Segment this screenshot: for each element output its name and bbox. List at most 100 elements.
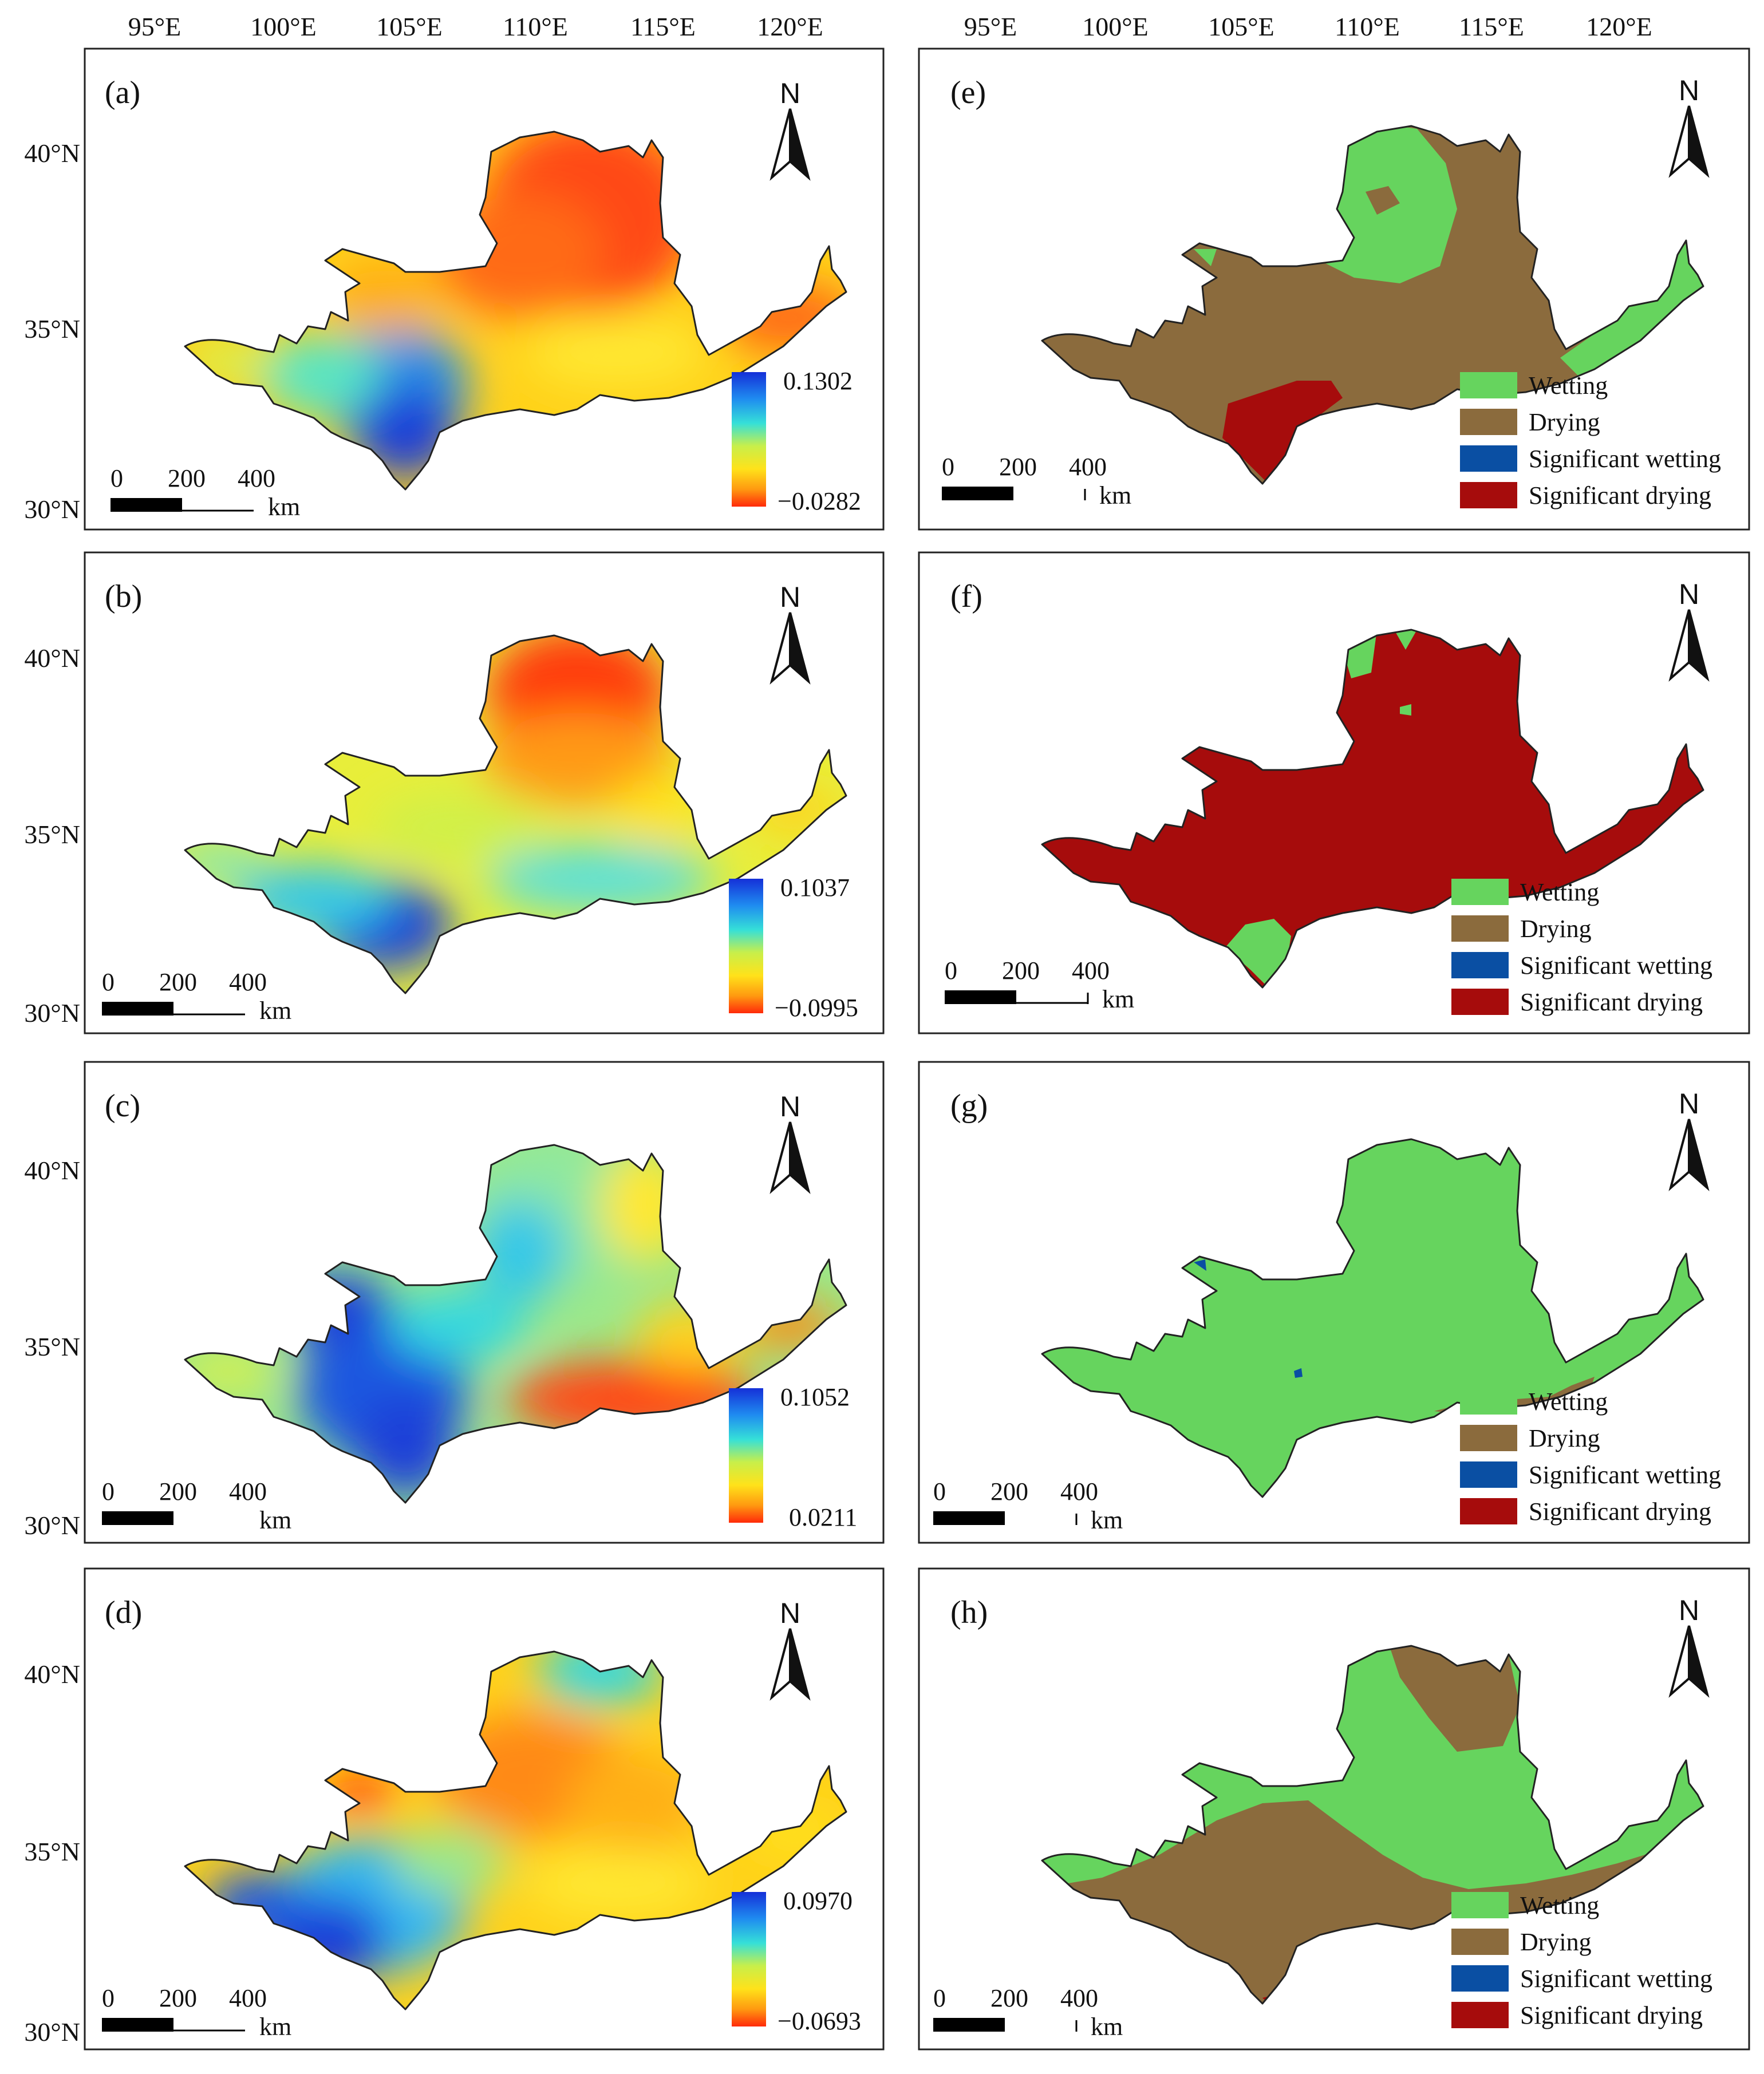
scale-unit: km (1091, 1506, 1123, 1534)
scale-tick: 400 (238, 464, 275, 492)
lon-label: 100°E (1082, 12, 1149, 41)
north-label: N (1679, 578, 1699, 610)
panel-label: (h) (950, 1595, 988, 1630)
panel-label: (e) (950, 75, 986, 110)
legend-label: Significant wetting (1520, 951, 1712, 979)
scale-bar: 0 200 400 km (933, 1984, 1123, 2041)
scale-bar: 0 200 400 km (945, 957, 1134, 1013)
legend-swatch (1451, 989, 1509, 1015)
legend-label: Drying (1520, 915, 1592, 943)
scale-bar: 0 200 400 km (942, 453, 1131, 509)
scale-tick: 200 (159, 1984, 197, 2012)
scale-unit: km (259, 2013, 291, 2041)
top-axis-right: 95°E 100°E 105°E 110°E 115°E 120°E (964, 12, 1652, 41)
lat-label: 40°N (24, 1156, 80, 1185)
scale-tick: 400 (1060, 1984, 1098, 2012)
scale-bar: 0 200 400 km (102, 968, 291, 1025)
scale-tick: 400 (229, 968, 267, 996)
legend-swatch (1460, 482, 1517, 508)
scale-tick: 0 (102, 968, 115, 996)
lon-label: 110°E (1335, 12, 1400, 41)
scale-unit: km (1091, 2013, 1123, 2041)
scale-tick: 400 (1069, 453, 1107, 481)
scale-tick: 0 (933, 1984, 946, 2012)
scale-bar: 0 200 400 km (102, 1984, 291, 2041)
lat-label: 35°N (24, 820, 80, 849)
legend-label: Wetting (1520, 1891, 1599, 1919)
north-arrow: N (1670, 74, 1708, 176)
colorbar: 0.1052 0.0211 (729, 1383, 857, 1531)
colorbar-max: 0.1052 (780, 1383, 850, 1411)
north-arrow: N (1670, 1088, 1708, 1189)
scale-unit: km (1099, 481, 1131, 509)
legend-swatch (1451, 915, 1509, 942)
lon-label: 105°E (1208, 12, 1274, 41)
scale-unit: km (259, 997, 291, 1025)
scale-tick: 0 (945, 957, 957, 985)
panel-c: (c) N (84, 1061, 885, 1544)
lat-label: 30°N (24, 495, 80, 524)
legend-label: Drying (1529, 408, 1600, 436)
legend-swatch (1460, 1461, 1517, 1488)
lat-label: 35°N (24, 1837, 80, 1866)
scale-unit: km (1102, 985, 1134, 1013)
top-axis-left: 95°E 100°E 105°E 110°E 115°E 120°E (128, 12, 823, 41)
scale-tick: 400 (229, 1984, 267, 2012)
colorbar-max: 0.1302 (783, 367, 853, 395)
legend-swatch (1451, 1892, 1509, 1918)
lat-label: 40°N (24, 1660, 80, 1689)
lon-label: 120°E (757, 12, 823, 41)
legend-swatch (1451, 952, 1509, 978)
legend-swatch (1460, 1388, 1517, 1415)
scale-tick: 0 (933, 1478, 946, 1506)
scale-bar: 0 200 400 km (933, 1478, 1123, 1534)
scale-tick: 200 (168, 464, 206, 492)
lat-label: 40°N (24, 139, 80, 168)
lat-label: 35°N (24, 314, 80, 343)
scale-tick: 0 (102, 1478, 115, 1506)
legend-swatch (1451, 879, 1509, 905)
left-axis: 40°N 35°N 30°N 40°N 35°N 30°N 40°N 35°N … (24, 139, 80, 2047)
legend-swatch (1460, 372, 1517, 398)
scale-tick: 400 (1072, 957, 1110, 985)
legend-swatch (1451, 1929, 1509, 1955)
north-arrow: N (771, 1597, 810, 1698)
legend: Wetting Drying Significant wetting Signi… (1451, 878, 1712, 1016)
legend-label: Significant drying (1520, 988, 1703, 1016)
scale-tick: 400 (229, 1478, 267, 1506)
legend-label: Drying (1520, 1928, 1592, 1956)
panel-f: (f) N Wetting Drying Significant wetting… (918, 551, 1750, 1034)
north-label: N (780, 1597, 800, 1629)
legend-swatch (1460, 445, 1517, 472)
lon-label: 95°E (964, 12, 1017, 41)
scale-tick: 0 (102, 1984, 115, 2012)
north-label: N (780, 581, 800, 613)
north-arrow: N (771, 581, 810, 682)
scale-tick: 200 (990, 1984, 1028, 2012)
legend: Wetting Drying Significant wetting Signi… (1460, 372, 1721, 509)
colorbar-min: −0.0995 (775, 994, 858, 1022)
panel-g: (g) N Wetting Drying Significant wetting… (918, 1061, 1750, 1544)
north-label: N (780, 77, 800, 109)
north-label: N (780, 1091, 800, 1123)
lon-label: 105°E (376, 12, 443, 41)
legend-label: Significant wetting (1520, 1965, 1712, 1993)
colorbar: 0.1302 −0.0282 (732, 367, 861, 515)
scale-bar: 0 200 400 km (102, 1478, 291, 1534)
lon-label: 115°E (1459, 12, 1524, 41)
legend-swatch (1460, 409, 1517, 435)
panel-label: (d) (105, 1595, 142, 1630)
panel-d: (d) N (84, 1567, 885, 2051)
north-arrow: N (1670, 1594, 1708, 1696)
scale-tick: 0 (111, 464, 123, 492)
north-arrow: N (1670, 578, 1708, 680)
legend-label: Significant drying (1520, 2001, 1703, 2029)
colorbar: 0.1037 −0.0995 (729, 874, 858, 1022)
north-label: N (1679, 1594, 1699, 1626)
panel-e: (e) N Wetting Drying Significant wetting (918, 48, 1750, 531)
panel-label: (g) (950, 1088, 988, 1124)
legend-swatch (1451, 1965, 1509, 1992)
lon-label: 120°E (1586, 12, 1652, 41)
scale-tick: 0 (942, 453, 954, 481)
